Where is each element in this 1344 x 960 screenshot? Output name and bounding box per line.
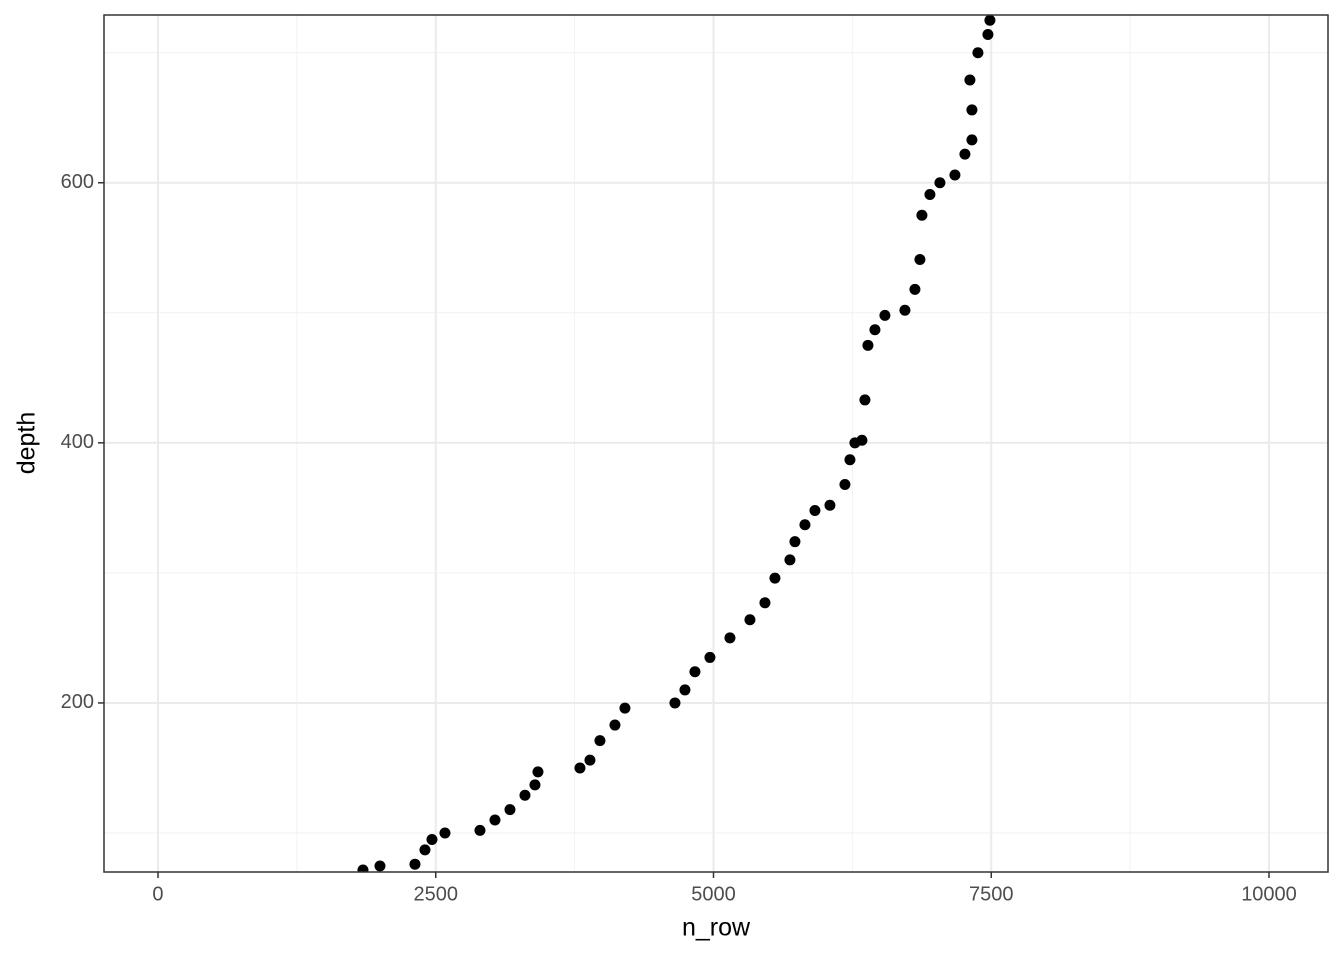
point bbox=[984, 15, 996, 26]
point bbox=[759, 597, 771, 609]
point bbox=[679, 684, 691, 696]
point bbox=[859, 394, 871, 406]
point bbox=[532, 766, 544, 778]
point bbox=[972, 47, 984, 59]
point bbox=[856, 434, 868, 446]
point bbox=[784, 554, 796, 566]
y-tick-label: 600 bbox=[61, 171, 94, 193]
point bbox=[966, 104, 978, 116]
point bbox=[909, 283, 921, 295]
point bbox=[474, 824, 486, 836]
point bbox=[916, 209, 928, 221]
point bbox=[689, 666, 701, 678]
point bbox=[529, 779, 541, 791]
point bbox=[426, 833, 438, 845]
y-tick-label: 400 bbox=[61, 431, 94, 453]
point bbox=[374, 860, 386, 872]
y-tick-label: 200 bbox=[61, 691, 94, 713]
point bbox=[982, 29, 994, 41]
point bbox=[357, 864, 369, 872]
point bbox=[959, 148, 971, 160]
point bbox=[669, 697, 681, 709]
point bbox=[594, 735, 606, 747]
x-tick-label: 5000 bbox=[691, 883, 736, 905]
point bbox=[809, 504, 821, 516]
point bbox=[519, 789, 531, 801]
point bbox=[439, 827, 451, 839]
point bbox=[924, 188, 936, 200]
point bbox=[574, 762, 586, 774]
point bbox=[584, 754, 596, 766]
y-axis-title: depth bbox=[13, 412, 41, 475]
x-tick-label: 7500 bbox=[969, 883, 1014, 905]
point bbox=[744, 614, 756, 626]
point bbox=[724, 632, 736, 644]
point bbox=[844, 454, 856, 466]
point bbox=[769, 572, 781, 584]
point bbox=[966, 134, 978, 146]
point bbox=[862, 339, 874, 351]
x-tick-label: 0 bbox=[152, 883, 163, 905]
point bbox=[949, 169, 961, 181]
point bbox=[879, 309, 891, 321]
point bbox=[619, 702, 631, 714]
point bbox=[609, 719, 621, 731]
x-axis-title: n_row bbox=[682, 914, 751, 942]
point bbox=[489, 814, 501, 826]
point bbox=[869, 324, 881, 336]
x-tick-label: 10000 bbox=[1241, 883, 1297, 905]
point bbox=[504, 804, 516, 816]
point bbox=[824, 499, 836, 511]
point bbox=[704, 651, 716, 663]
point bbox=[964, 74, 976, 86]
point bbox=[799, 519, 811, 531]
point bbox=[839, 478, 851, 490]
panel-border bbox=[103, 14, 1329, 873]
point bbox=[419, 844, 431, 856]
point bbox=[409, 858, 421, 870]
point bbox=[789, 536, 801, 548]
point bbox=[899, 304, 911, 316]
point bbox=[914, 253, 926, 265]
point bbox=[934, 177, 946, 189]
x-tick-label: 2500 bbox=[413, 883, 458, 905]
